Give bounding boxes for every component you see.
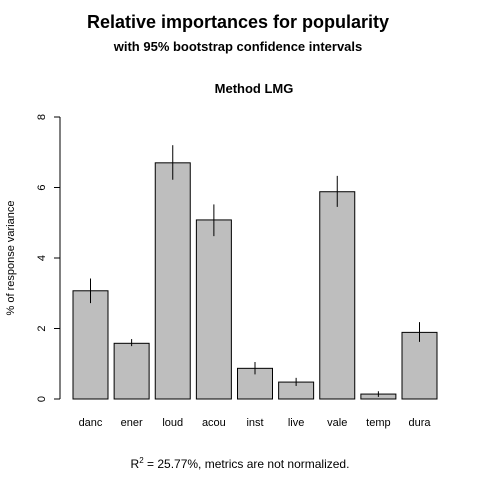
x-tick-label: ener: [121, 417, 143, 429]
y-tick-label: 6: [36, 184, 48, 190]
x-tick-label: vale: [327, 417, 347, 429]
bar: [401, 331, 438, 400]
x-tick-label: dura: [408, 417, 431, 429]
chart-title: Relative importances for popularity: [87, 12, 389, 32]
x-tick-label: acou: [202, 417, 226, 429]
x-tick-label: loud: [162, 417, 183, 429]
y-axis: 0 2 4 6 8: [36, 114, 61, 402]
bar: [195, 219, 232, 400]
y-tick-label: 2: [36, 325, 48, 331]
bar: [319, 191, 356, 400]
footnote-text: = 25.77%, metrics are not normalized.: [144, 457, 350, 471]
y-tick-label: 4: [36, 255, 48, 261]
y-tick-label: 8: [36, 114, 48, 120]
chart-subtitle: with 95% bootstrap confidence intervals: [113, 39, 363, 54]
x-tick-label: live: [288, 417, 305, 429]
x-tick-label: inst: [246, 417, 263, 429]
footnote-r: R: [131, 457, 140, 471]
bar: [154, 162, 191, 400]
error-bars: [90, 145, 420, 397]
x-tick-labels: danc ener loud acou inst live vale temp dura: [79, 417, 432, 429]
plot-title: Method LMG: [215, 81, 294, 96]
footnote-superscript: 2: [139, 456, 144, 465]
y-tick-label: 0: [36, 396, 48, 402]
bar: [113, 342, 150, 400]
x-tick-label: temp: [366, 417, 390, 429]
footnote: R2 = 25.77%, metrics are not normalized.: [131, 456, 350, 471]
y-axis-label: % of response variance: [5, 201, 17, 316]
x-tick-label: danc: [79, 417, 103, 429]
bar: [72, 290, 109, 400]
